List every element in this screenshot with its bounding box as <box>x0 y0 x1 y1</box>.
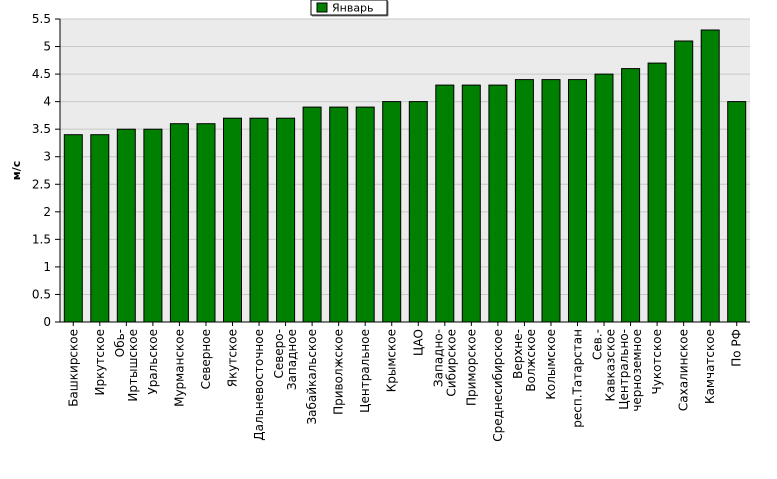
x-tick-label: Западное <box>285 329 299 390</box>
legend-label: Январь <box>332 2 374 15</box>
y-tick-label: 0.5 <box>32 287 51 301</box>
y-tick-label: 5 <box>43 40 51 54</box>
bar <box>382 101 402 323</box>
x-tick-label: Волжское <box>524 329 538 392</box>
plot-area <box>60 19 750 322</box>
bar <box>647 62 667 323</box>
x-tick-label: Иртышское <box>126 329 140 402</box>
y-tick-label: 2 <box>43 205 51 219</box>
bar <box>223 117 242 323</box>
x-tick-label: Приморское <box>464 329 478 406</box>
x-tick-label: Уральское <box>146 329 160 395</box>
bar <box>541 79 561 323</box>
y-axis: 0 0.5 1 1.5 2 2.5 3 3.5 4 4.5 5 5.5 <box>32 12 750 329</box>
y-tick-label: 3.5 <box>32 122 51 136</box>
x-tick-label: черноземное <box>630 329 644 412</box>
x-tick-label: Центральное <box>358 329 372 413</box>
x-tick-label: Якутское <box>226 329 240 387</box>
x-tick-label: Сибирское <box>444 329 458 397</box>
bar <box>568 79 587 323</box>
x-tick-label: Обь- <box>113 329 127 357</box>
legend: Январь <box>310 0 389 17</box>
bar <box>196 123 216 323</box>
x-tick-label: Среднесибирское <box>491 329 505 442</box>
bar <box>488 84 508 323</box>
legend-swatch <box>316 2 328 13</box>
bar <box>355 106 375 323</box>
bar <box>621 68 641 323</box>
x-tick-label: Забайкальское <box>305 329 319 425</box>
bar <box>143 128 163 323</box>
y-tick-label: 1 <box>43 260 51 274</box>
x-tick-label: Крымское <box>385 329 399 392</box>
x-tick-label: Башкирское <box>66 329 80 407</box>
bars <box>63 29 747 323</box>
y-axis-title: м/с <box>10 161 23 181</box>
bar <box>329 106 349 323</box>
bar <box>514 79 534 323</box>
y-tick-label: 3 <box>43 150 51 164</box>
x-tick-label: Центрально- <box>617 329 631 410</box>
legend-box <box>310 0 388 16</box>
x-tick-label: Кавказское <box>604 329 618 402</box>
x-tick-label: Северо- <box>272 329 286 379</box>
y-tick-label: 0 <box>43 315 51 329</box>
bar <box>408 101 428 323</box>
bar <box>435 84 455 323</box>
x-tick-label: Сев.- <box>591 329 605 360</box>
y-tick-label: 4 <box>43 95 51 109</box>
x-tick-label: Северное <box>199 329 213 389</box>
x-tick-label: Чукотское <box>650 329 664 394</box>
bar <box>674 40 694 323</box>
bar <box>594 73 614 323</box>
x-tick-label: ЦАО <box>411 329 425 356</box>
y-tick-label: 5.5 <box>32 12 51 26</box>
y-tick-label: 4.5 <box>32 67 51 81</box>
x-tick-label: Дальневосточное <box>252 329 266 441</box>
x-axis: Башкирское Иркутское Обь- Иртышское Уральско… <box>66 322 744 442</box>
bar <box>249 117 269 323</box>
bar <box>727 101 747 323</box>
y-tick-label: 2.5 <box>32 177 51 191</box>
x-tick-label: По РФ <box>730 329 744 367</box>
bar <box>116 128 136 323</box>
bar <box>700 29 720 323</box>
x-tick-label: Колымское <box>544 329 558 400</box>
bar <box>302 106 322 323</box>
x-tick-label: Иркутское <box>93 329 107 396</box>
bar <box>90 134 110 323</box>
x-tick-label: респ.Татарстан <box>571 329 585 428</box>
x-tick-label: Приволжское <box>332 329 346 415</box>
x-tick-label: Мурманское <box>172 329 186 407</box>
bar <box>63 134 83 323</box>
x-tick-label: Камчатское <box>703 329 717 404</box>
bar <box>169 123 189 323</box>
x-tick-label: Верхне- <box>511 329 525 379</box>
bar <box>461 84 481 323</box>
x-tick-label: Сахалинское <box>677 329 691 411</box>
x-tick-label: Западно- <box>431 329 445 387</box>
y-tick-label: 1.5 <box>32 232 51 246</box>
bar <box>276 117 296 323</box>
